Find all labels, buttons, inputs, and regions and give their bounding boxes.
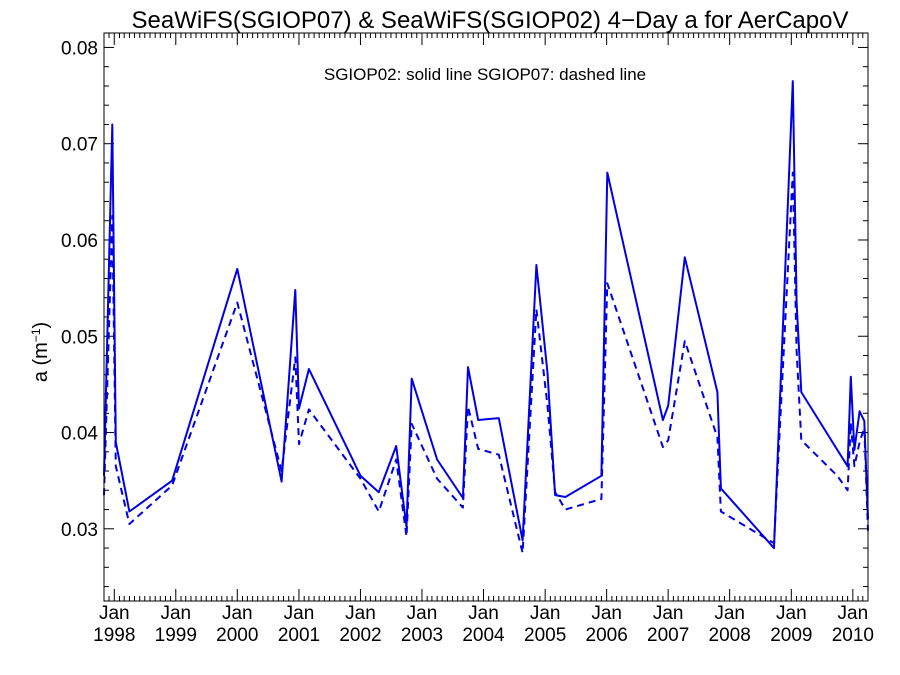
- x-tick-label-year: 1999: [155, 625, 197, 646]
- series-line-sgiop07: [103, 171, 869, 554]
- x-tick-label-month: Jan: [284, 603, 315, 624]
- x-tick-label-month: Jan: [222, 603, 253, 624]
- x-tick-label-month: Jan: [776, 603, 807, 624]
- y-tick-label: 0.07: [61, 135, 98, 156]
- x-tick-label-year: 2006: [586, 625, 628, 646]
- x-tick-label-month: Jan: [99, 603, 130, 624]
- x-tick-label-month: Jan: [468, 603, 499, 624]
- y-axis-label-close: ): [30, 322, 52, 329]
- x-tick-label-year: 2000: [216, 625, 258, 646]
- chart-title: SeaWiFS(SGIOP07) & SeaWiFS(SGIOP02) 4−Da…: [132, 7, 849, 34]
- y-tick-label: 0.06: [61, 231, 98, 252]
- x-tick-label-month: Jan: [714, 603, 745, 624]
- chart-annotation: SGIOP02: solid line SGIOP07: dashed line: [324, 65, 646, 84]
- x-tick-label-year: 2010: [832, 625, 874, 646]
- x-tick-label-month: Jan: [591, 603, 622, 624]
- y-axis-label-sup: −1: [29, 328, 43, 342]
- x-tick-label-month: Jan: [407, 603, 438, 624]
- x-tick-label-month: Jan: [530, 603, 561, 624]
- series-layer: [103, 80, 869, 554]
- x-tick-label-year: 2004: [462, 625, 505, 646]
- x-tick-label-month: Jan: [345, 603, 376, 624]
- x-tick-label-year: 2009: [770, 625, 812, 646]
- x-tick-label-month: Jan: [653, 603, 684, 624]
- x-tick-label-year: 2007: [647, 625, 689, 646]
- x-tick-label-year: 2003: [401, 625, 443, 646]
- plot-frame: [103, 32, 869, 602]
- y-axis-label-text: a (m: [30, 342, 52, 382]
- y-tick-label: 0.08: [61, 38, 98, 59]
- series-line-sgiop02: [103, 80, 869, 550]
- x-tick-label-year: 2002: [339, 625, 381, 646]
- y-tick-label: 0.03: [61, 520, 98, 541]
- y-axis-label: a (m−1): [29, 322, 52, 382]
- x-tick-label-year: 2001: [278, 625, 320, 646]
- x-tick-label-month: Jan: [160, 603, 191, 624]
- y-tick-label: 0.05: [61, 327, 98, 348]
- y-tick-label: 0.04: [61, 424, 98, 445]
- x-tick-label-year: 2008: [709, 625, 751, 646]
- x-tick-label-year: 2005: [524, 625, 566, 646]
- x-tick-label-month: Jan: [838, 603, 869, 624]
- ticks-layer: 0.030.040.050.060.070.08Jan1998Jan1999Ja…: [61, 33, 874, 646]
- x-tick-label-year: 1998: [93, 625, 135, 646]
